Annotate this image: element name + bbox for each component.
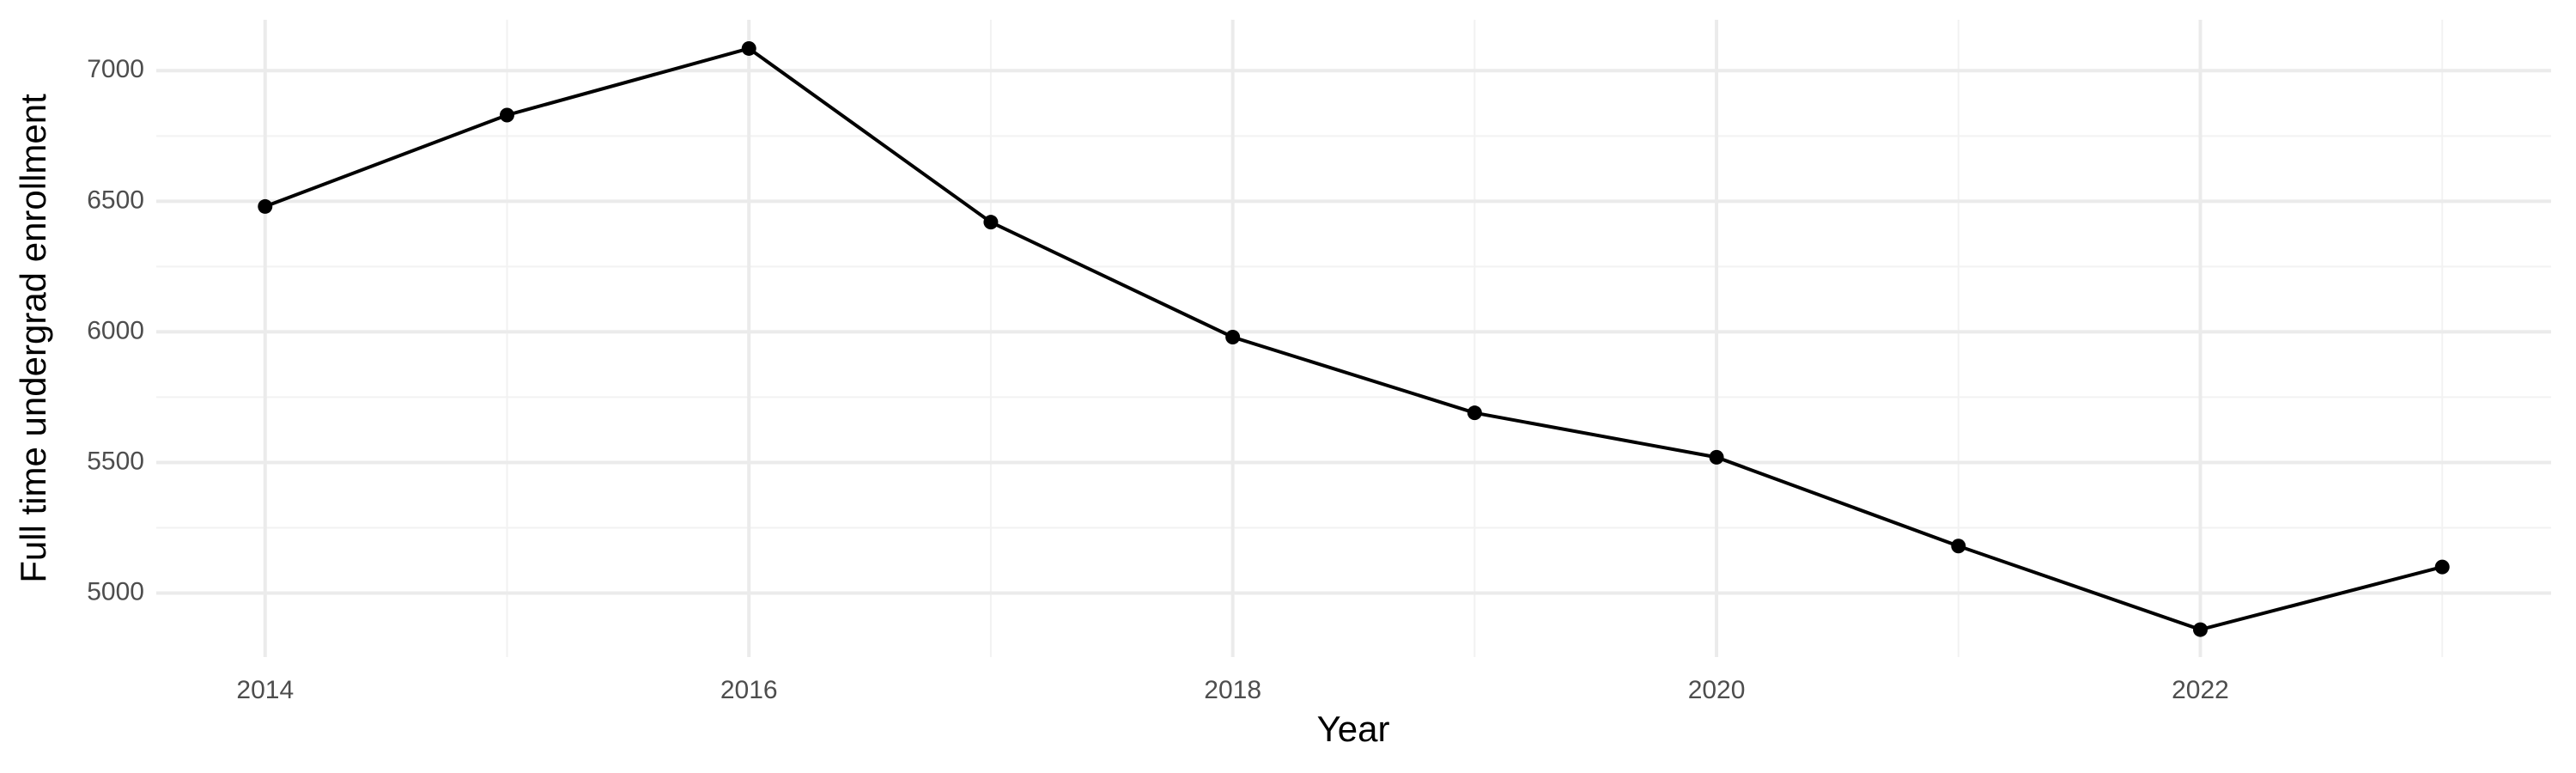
y-tick-label: 6500 — [87, 186, 144, 214]
y-tick-label: 5500 — [87, 447, 144, 475]
x-axis-title: Year — [1317, 709, 1390, 749]
y-tick-label: 5000 — [87, 577, 144, 606]
point — [2193, 622, 2208, 637]
point — [741, 40, 756, 56]
y-axis-title: Full time undergrad enrollment — [13, 94, 53, 583]
x-tick-label: 2022 — [2172, 676, 2229, 704]
point — [258, 198, 273, 214]
x-tick-label: 2014 — [236, 676, 294, 704]
point — [1225, 329, 1241, 344]
x-tick-label: 2018 — [1204, 676, 1261, 704]
x-tick-label: 2016 — [720, 676, 778, 704]
point — [1709, 449, 1724, 465]
point — [1951, 539, 1966, 554]
line — [264, 46, 2443, 632]
point — [1467, 405, 1482, 421]
point — [983, 215, 999, 230]
grid — [156, 20, 2551, 657]
y-tick-label: 7000 — [87, 55, 144, 83]
point — [2434, 559, 2450, 575]
point — [499, 107, 514, 123]
y-tick-label: 6000 — [87, 316, 144, 344]
x-tick-label: 2020 — [1688, 676, 1746, 704]
